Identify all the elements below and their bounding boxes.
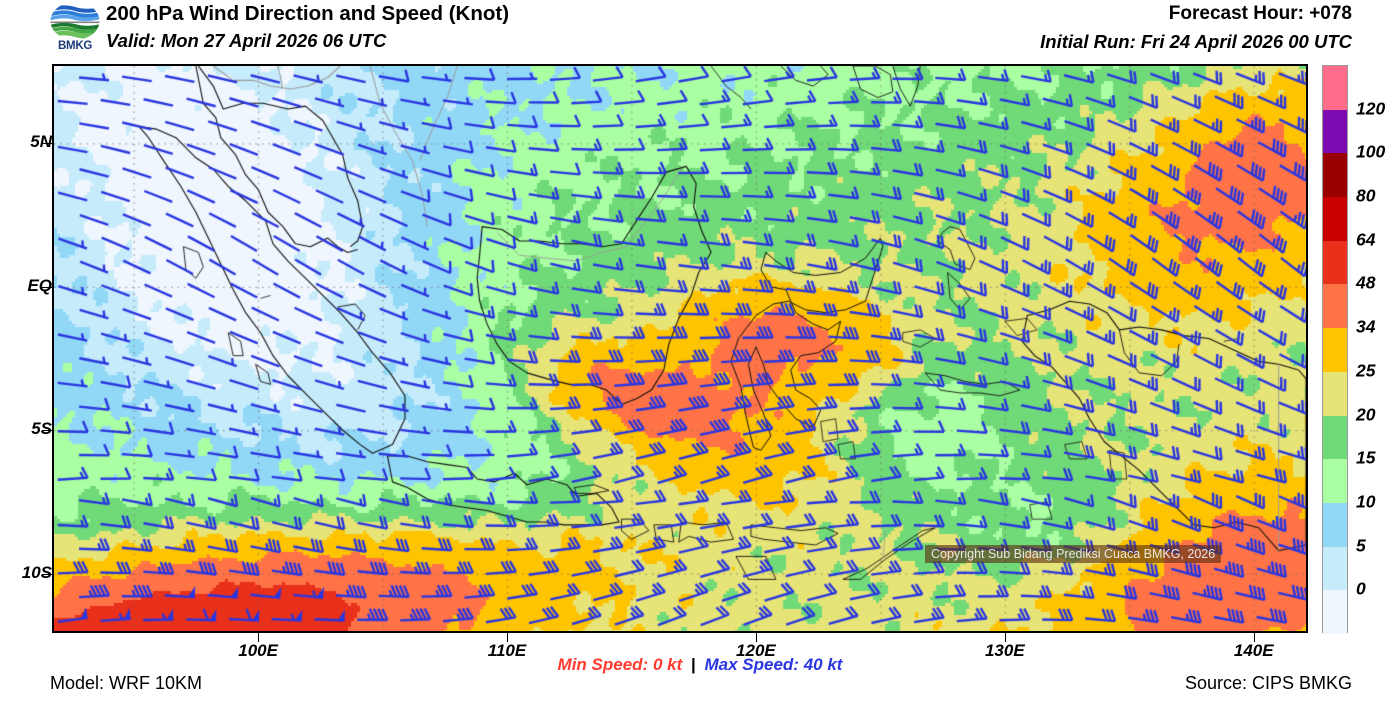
colorbar-tick-label: 15 (1356, 447, 1376, 468)
page-title: 200 hPa Wind Direction and Speed (Knot) (106, 2, 510, 25)
model-label: Model: WRF 10KM (50, 673, 203, 693)
colorbar-tick-label: 10 (1356, 491, 1376, 512)
valid-time-label: Valid: Mon 27 April 2026 06 UTC (106, 30, 387, 51)
forecast-hour-label: Forecast Hour: +078 (1168, 3, 1352, 24)
colorbar-band (1323, 109, 1347, 154)
lon-tick-label: 120E (736, 641, 776, 660)
bmkg-logo-disc (50, 2, 100, 40)
lat-tick-label: 5N (30, 132, 52, 152)
lat-tick-label: 5S (31, 419, 52, 439)
colorbar-tick-label: 0 (1356, 578, 1366, 599)
colorbar-tick-label: 120 (1356, 98, 1386, 119)
colorbar-tick-label: 48 (1356, 272, 1376, 293)
map-canvas (54, 66, 1306, 631)
lat-tick-mark (42, 430, 52, 432)
colorbar-tick-label: 64 (1356, 229, 1376, 250)
lat-tick-label: EQ (27, 275, 52, 295)
lon-tick-label: 110E (487, 641, 527, 660)
min-speed-label: Min Speed: (557, 655, 649, 674)
colorbar-band (1323, 415, 1347, 460)
source-label: Source: CIPS BMKG (1184, 673, 1352, 693)
max-speed-value: 40 kt (803, 655, 843, 674)
colorbar-band (1323, 328, 1347, 372)
lat-tick-mark (42, 143, 52, 145)
speed-separator: | (690, 655, 696, 674)
colorbar-tick-label: 25 (1356, 360, 1376, 381)
colorbar-band (1323, 371, 1347, 416)
colorbar-band (1323, 590, 1347, 634)
colorbar-band (1323, 240, 1347, 285)
colorbar-band (1323, 66, 1347, 110)
lon-tick-mark (755, 633, 757, 642)
lon-tick-label: 140E (1233, 641, 1274, 660)
speed-extremes: Min Speed: 0 kt | Max Speed: 40 kt (0, 655, 1400, 675)
colorbar-band (1323, 197, 1347, 241)
colorbar-band (1323, 546, 1347, 591)
bmkg-logo-text: BMKG (58, 40, 92, 52)
lon-tick-mark (1004, 633, 1006, 642)
bmkg-logo: BMKG (46, 2, 104, 54)
lon-tick-mark (1253, 633, 1255, 642)
colorbar-band (1323, 153, 1347, 198)
max-speed-label: Max Speed: (704, 655, 799, 674)
min-speed-value: 0 kt (652, 655, 683, 674)
lat-tick-mark (42, 573, 52, 575)
lon-tick-mark (258, 633, 260, 642)
colorbar-tick-label: 20 (1356, 404, 1376, 425)
chart-header: BMKG 200 hPa Wind Direction and Speed (K… (0, 0, 1400, 58)
lon-tick-label: 130E (984, 641, 1025, 660)
bmkg-logo-waves (50, 2, 100, 40)
lat-tick-mark (42, 286, 52, 288)
colorbar-band (1323, 502, 1347, 547)
lon-tick-label: 100E (238, 641, 278, 660)
colorbar-band (1323, 284, 1347, 329)
colorbar-tick-label: 80 (1356, 185, 1376, 206)
colorbar-tick-label: 5 (1356, 535, 1366, 556)
map-copyright: Copyright Sub Bidang Prediksi Cuaca BMKG… (925, 545, 1222, 563)
weather-map[interactable] (52, 64, 1308, 633)
initial-run-label: Initial Run: Fri 24 April 2026 00 UTC (1040, 31, 1352, 52)
lon-tick-mark (507, 633, 508, 642)
colorbar-tick-label: 100 (1356, 141, 1386, 162)
speed-colorbar (1322, 65, 1348, 634)
lat-tick-label: 10S (21, 562, 52, 582)
colorbar-tick-label: 34 (1356, 316, 1376, 337)
colorbar-band (1323, 459, 1347, 503)
